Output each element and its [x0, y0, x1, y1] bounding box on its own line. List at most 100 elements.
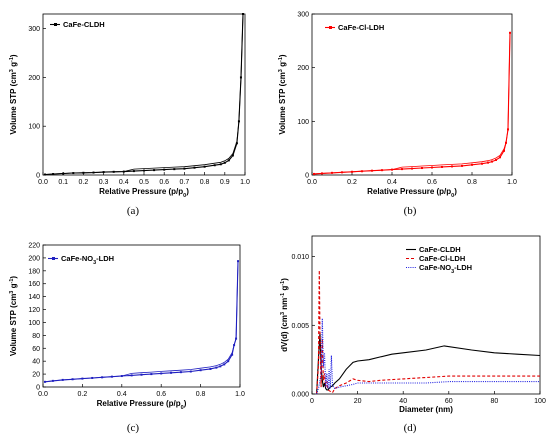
data-point [231, 353, 234, 356]
y-tick-label: 200 [28, 255, 40, 262]
y-tick-label: 60 [32, 346, 40, 353]
panel-caption: (d) [404, 422, 417, 434]
x-tick-label: 1.0 [507, 179, 517, 186]
data-point [223, 161, 226, 164]
legend-label: CaFe-CLDH [419, 245, 461, 254]
data-point [183, 167, 186, 170]
data-point [199, 369, 202, 372]
x-tick-label: 100 [534, 398, 546, 405]
x-tick-label: 0.0 [307, 179, 317, 186]
x-tick-label: 0.1 [58, 179, 68, 186]
legend-label: CaFe-NO3-LDH [61, 254, 114, 266]
panel-caption: (a) [127, 205, 140, 217]
y-tick-label: 0.005 [291, 323, 309, 330]
plot-frame [311, 235, 541, 395]
legend-label: CaFe-NO3-LDH [419, 263, 472, 275]
data-point [231, 154, 234, 157]
data-point [132, 170, 135, 173]
data-point [173, 168, 176, 171]
x-tick-label: 0.6 [427, 179, 437, 186]
x-axis-label: Relative Pressure (p/p0) [97, 399, 187, 411]
plot-frame [42, 13, 246, 176]
y-tick-label: 160 [28, 281, 40, 288]
legend-label: CaFe-Cl-LDH [419, 254, 465, 263]
data-point [471, 163, 473, 166]
x-tick-label: 0.4 [387, 179, 397, 186]
data-point [461, 164, 463, 167]
data-point [43, 380, 46, 383]
x-axis-label: Relative Pressure (p/p0) [367, 187, 457, 199]
y-tick-label: 220 [28, 243, 40, 250]
data-point [170, 371, 173, 374]
x-tick-label: 0.0 [38, 179, 48, 186]
legend-marker [54, 23, 57, 26]
data-point [213, 164, 216, 167]
y-tick-label: 140 [28, 294, 40, 301]
y-tick-label: 20 [32, 372, 40, 379]
series-line-desorption [313, 32, 511, 175]
y-tick-label: 100 [297, 119, 309, 126]
data-point [215, 366, 218, 369]
y-tick-label: 200 [28, 75, 40, 82]
data-point [503, 149, 505, 152]
legend-label: CaFe-Cl-LDH [338, 23, 384, 32]
x-tick-label: 0.0 [38, 391, 48, 398]
data-point [163, 168, 166, 171]
chart-panel-d: 0 20 40 60 80 100 0.000 0.005 0.010 Diameter (nm)… [280, 235, 546, 434]
data-point [130, 374, 133, 377]
x-axis-label: Relative Pressure (p/p0) [99, 187, 189, 199]
data-point [193, 166, 196, 169]
data-point [491, 160, 493, 163]
data-point [451, 165, 453, 168]
x-tick-label: 0.2 [347, 179, 357, 186]
x-tick-label: 40 [399, 398, 407, 405]
data-point [160, 372, 163, 375]
y-tick-label: 180 [28, 268, 40, 275]
data-point [481, 162, 483, 165]
x-tick-label: 0.2 [78, 391, 88, 398]
plot-frame [311, 13, 513, 176]
legend-marker [329, 26, 332, 29]
series-line-desorption [44, 13, 244, 175]
y-tick-label: 0 [36, 173, 40, 180]
data-point [235, 142, 238, 145]
data-point [179, 371, 182, 374]
x-tick-label: 0.3 [99, 179, 109, 186]
data-point [203, 165, 206, 168]
panel-caption: (b) [404, 205, 417, 217]
data-point [219, 365, 222, 368]
series-line [44, 13, 244, 176]
series-line [313, 32, 511, 175]
y-tick-label: 0 [305, 173, 309, 180]
data-point [313, 172, 315, 175]
series-line [316, 270, 540, 395]
data-point [150, 373, 153, 376]
y-axis-label: Volume STP (cm3 g-1) [9, 276, 18, 356]
y-tick-label: 80 [32, 333, 40, 340]
series-line [44, 261, 239, 383]
data-point [411, 167, 413, 170]
data-point [401, 168, 403, 171]
legend-marker [52, 257, 55, 260]
y-tick-label: 0.000 [291, 392, 309, 399]
x-tick-label: 0 [310, 398, 314, 405]
data-point [223, 363, 226, 366]
y-axis-label: dV(d) (cm3 nm-1 g-1) [280, 278, 289, 352]
x-tick-label: 0.7 [180, 179, 190, 186]
plot-frame [42, 244, 241, 388]
y-tick-label: 200 [297, 65, 309, 72]
series-line [316, 332, 541, 395]
x-axis-label: Diameter (nm) [399, 405, 453, 414]
x-tick-label: 0.2 [79, 179, 89, 186]
data-point [227, 159, 230, 162]
x-tick-label: 1.0 [235, 391, 245, 398]
x-tick-label: 0.5 [139, 179, 149, 186]
x-tick-label: 0.8 [196, 391, 206, 398]
series-line [316, 318, 540, 395]
x-tick-label: 1.0 [240, 179, 250, 186]
y-tick-label: 300 [297, 12, 309, 19]
y-tick-label: 300 [28, 26, 40, 33]
data-point [441, 165, 443, 168]
y-tick-label: 100 [28, 124, 40, 131]
